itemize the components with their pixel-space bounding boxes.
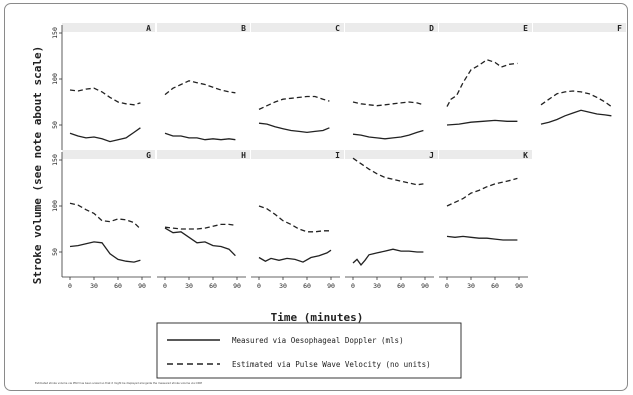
series-measured-line bbox=[164, 227, 236, 257]
panel-background bbox=[251, 150, 344, 277]
panel-E: E bbox=[439, 23, 532, 150]
y-tick-label: 100 bbox=[51, 200, 59, 212]
panel-G: G 50 100 150 0 30 60 90 bbox=[51, 150, 155, 290]
x-tick-label: 0 bbox=[163, 282, 167, 290]
x-tick-label: 60 bbox=[209, 282, 217, 290]
y-axis-label: Stroke volume (see note about scale) bbox=[31, 46, 44, 284]
panel-background bbox=[439, 150, 532, 277]
series-measured-line bbox=[69, 241, 141, 263]
panel-header bbox=[533, 23, 626, 32]
series-estimated-line bbox=[352, 101, 424, 107]
series-measured-line bbox=[69, 127, 141, 143]
series-estimated-line bbox=[352, 157, 424, 186]
panel-label: G bbox=[146, 151, 151, 160]
panel-label: J bbox=[429, 151, 434, 160]
y-tick-label: 50 bbox=[51, 121, 59, 129]
series-measured-line bbox=[540, 109, 612, 125]
series-estimated-line bbox=[164, 223, 236, 230]
panel-header bbox=[251, 23, 344, 32]
panel-background bbox=[157, 150, 250, 277]
panel-I: I 0 30 60 90 bbox=[251, 150, 344, 290]
y-tick-label: 150 bbox=[51, 27, 59, 39]
panel-label: F bbox=[617, 24, 622, 33]
panel-B: B bbox=[157, 23, 250, 150]
x-tick-label: 90 bbox=[421, 282, 429, 290]
panel-background bbox=[345, 150, 438, 277]
series-measured-line bbox=[164, 132, 236, 141]
series-measured-line bbox=[446, 119, 518, 126]
panel-background bbox=[62, 23, 155, 150]
x-tick-label: 30 bbox=[467, 282, 475, 290]
panel-J: J 0 30 60 90 bbox=[345, 150, 438, 290]
panel-background bbox=[157, 23, 250, 150]
panel-header bbox=[62, 23, 155, 32]
panel-background bbox=[439, 23, 532, 150]
legend-box bbox=[156, 322, 462, 379]
panel-D: D bbox=[345, 23, 438, 150]
series-estimated-line bbox=[258, 205, 330, 233]
series-measured-line bbox=[352, 129, 424, 140]
series-estimated-line bbox=[164, 80, 236, 96]
x-tick-label: 60 bbox=[397, 282, 405, 290]
panel-header bbox=[345, 150, 438, 159]
panel-background bbox=[533, 23, 626, 150]
x-tick-label: 90 bbox=[233, 282, 241, 290]
panel-header bbox=[251, 150, 344, 159]
panel-header bbox=[439, 150, 532, 159]
series-measured-line bbox=[352, 248, 424, 266]
x-tick-label: 90 bbox=[138, 282, 146, 290]
y-tick-label: 100 bbox=[51, 73, 59, 85]
panel-H: H 0 30 60 90 bbox=[157, 150, 250, 290]
series-estimated-line bbox=[69, 202, 141, 230]
x-tick-label: 90 bbox=[515, 282, 523, 290]
series-estimated-line bbox=[69, 87, 141, 106]
series-measured-line bbox=[446, 235, 518, 241]
series-estimated-line bbox=[540, 90, 612, 108]
panel-background bbox=[62, 150, 155, 277]
x-tick-label: 30 bbox=[279, 282, 287, 290]
series-estimated-line bbox=[446, 58, 518, 107]
panel-label: E bbox=[523, 24, 528, 33]
panel-label: D bbox=[429, 24, 434, 33]
x-tick-label: 60 bbox=[114, 282, 122, 290]
panel-label: K bbox=[523, 151, 528, 160]
panel-header bbox=[157, 150, 250, 159]
panel-header bbox=[157, 23, 250, 32]
panel-K: K 0 30 60 90 bbox=[439, 150, 532, 290]
panel-label: C bbox=[335, 24, 340, 33]
panel-label: I bbox=[335, 151, 340, 160]
x-tick-label: 0 bbox=[68, 282, 72, 290]
legend-measured-label: Measured via Oesophageal Doppler (mls) bbox=[232, 336, 404, 345]
panel-A: A 50 100 150 bbox=[51, 23, 155, 150]
panel-label: B bbox=[241, 24, 246, 33]
series-estimated-line bbox=[446, 177, 518, 207]
series-measured-line bbox=[258, 122, 330, 134]
x-tick-label: 30 bbox=[185, 282, 193, 290]
x-tick-label: 0 bbox=[351, 282, 355, 290]
series-measured-line bbox=[258, 249, 332, 263]
x-tick-label: 30 bbox=[373, 282, 381, 290]
panel-header bbox=[439, 23, 532, 32]
x-tick-label: 0 bbox=[257, 282, 261, 290]
legend-estimated-label: Estimated via Pulse Wave Velocity (no un… bbox=[232, 360, 431, 369]
panel-F: F bbox=[533, 23, 626, 150]
x-tick-label: 0 bbox=[445, 282, 449, 290]
panel-header bbox=[345, 23, 438, 32]
footnote: Estimated stroke volume via PWV has been… bbox=[35, 381, 202, 385]
x-tick-label: 60 bbox=[303, 282, 311, 290]
panel-label: H bbox=[241, 151, 246, 160]
panel-C: C bbox=[251, 23, 344, 150]
panel-header bbox=[62, 150, 155, 159]
x-tick-label: 60 bbox=[491, 282, 499, 290]
x-axis-label: Time (minutes) bbox=[271, 311, 364, 324]
x-tick-label: 90 bbox=[327, 282, 335, 290]
x-tick-label: 30 bbox=[90, 282, 98, 290]
panel-label: A bbox=[146, 24, 151, 33]
panel-background bbox=[345, 23, 438, 150]
y-tick-label: 150 bbox=[51, 154, 59, 166]
y-tick-label: 50 bbox=[51, 248, 59, 256]
